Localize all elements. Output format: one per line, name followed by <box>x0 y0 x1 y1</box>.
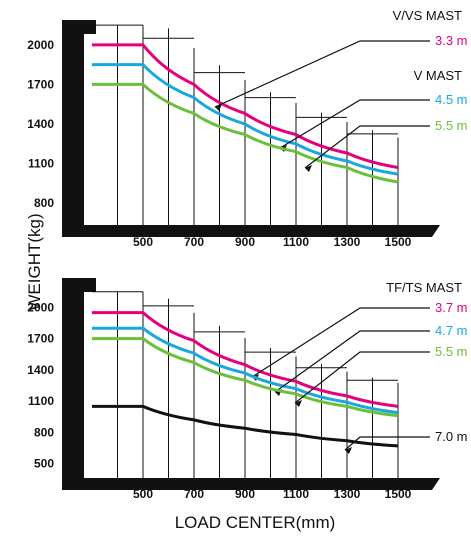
leader-line <box>294 351 430 404</box>
series-label: 5.5 m <box>435 344 468 359</box>
frame-bottom-bar <box>62 478 402 490</box>
y-tick-label: 2000 <box>27 38 54 52</box>
leader-line <box>279 99 430 149</box>
frame-bottom-arrow <box>400 225 440 237</box>
frame-top-hook <box>62 20 96 225</box>
mast-label-2: V MAST <box>414 68 462 83</box>
y-tick-label: 800 <box>34 425 54 439</box>
y-tick-label: 500 <box>34 457 54 471</box>
frame-left-bar <box>76 20 84 227</box>
leader-arrowhead <box>305 165 312 172</box>
leader-line <box>274 330 430 393</box>
series-label: 7.0 m <box>435 429 468 444</box>
x-tick-label: 500 <box>133 235 153 249</box>
x-tick-label: 900 <box>235 235 255 249</box>
x-tick-label: 500 <box>133 487 153 501</box>
chart-panel-vvs-mast: 800 1100 1400 1700 2000 500 700 900 1100 1300 1500… <box>27 8 467 249</box>
x-tick-label: 1500 <box>385 235 412 249</box>
leader-arrowhead <box>295 400 302 407</box>
frame-top-hook <box>62 278 96 478</box>
y-tick-label: 1700 <box>27 77 54 91</box>
x-axis-title: LOAD CENTER(mm) <box>175 513 336 532</box>
series-line-5-5-m <box>92 337 399 418</box>
y-tick-label: 800 <box>34 196 54 210</box>
series-label: 4.7 m <box>435 323 468 338</box>
y-tick-label: 1100 <box>28 394 54 408</box>
y-tick-label: 1400 <box>27 363 54 377</box>
frame-bottom-bar <box>62 225 402 237</box>
x-tick-label: 700 <box>184 487 204 501</box>
mast-label: TF/TS MAST <box>386 280 462 295</box>
series-label: 3.7 m <box>435 300 468 315</box>
frame-left-bar <box>76 278 84 480</box>
series-label: 4.5 m <box>435 92 468 107</box>
series-line-3-3-m <box>92 43 399 170</box>
leader-line <box>214 40 430 108</box>
leader-line <box>344 436 430 451</box>
x-tick-label: 1300 <box>334 487 361 501</box>
y-tick-label: 1400 <box>27 117 54 131</box>
series-line-7-0-m <box>92 404 399 448</box>
x-tick-label: 1500 <box>385 487 412 501</box>
x-tick-label: 700 <box>184 235 204 249</box>
y-tick-label: 1700 <box>27 332 54 346</box>
leader-line <box>304 125 430 169</box>
x-tick-label: 1300 <box>334 235 361 249</box>
series-line-4-7-m <box>92 326 399 415</box>
series-line-4-5-m <box>92 63 399 176</box>
series-label: 3.3 m <box>435 33 468 48</box>
leader-line <box>251 307 430 378</box>
x-tick-label: 1100 <box>283 235 309 249</box>
frame-bottom-arrow <box>400 478 440 490</box>
y-axis-title: WEIGHT(kg) <box>25 213 44 310</box>
leader-arrowhead <box>345 447 352 454</box>
x-tick-label: 900 <box>235 487 255 501</box>
leader-arrowhead <box>215 104 222 111</box>
series-line-3-7-m <box>92 311 399 408</box>
y-tick-label: 2000 <box>27 300 54 314</box>
x-tick-label: 1100 <box>283 487 309 501</box>
series-label: 5.5 m <box>435 118 468 133</box>
chart-panel-tfts-mast: 500 800 1100 1400 1700 2000 500 700 900 1100 1300 1… <box>27 278 468 501</box>
series-line-5-5-m <box>92 82 399 184</box>
mast-label: V/VS MAST <box>393 8 462 23</box>
y-tick-label: 1100 <box>28 157 54 171</box>
